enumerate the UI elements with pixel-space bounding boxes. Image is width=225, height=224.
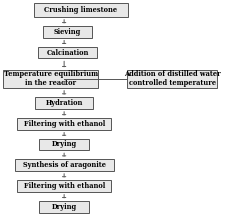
Text: Addition of distilled water
controlled temperature: Addition of distilled water controlled t…: [124, 70, 220, 87]
Text: Filtering with ethanol: Filtering with ethanol: [23, 120, 105, 128]
FancyBboxPatch shape: [34, 3, 128, 17]
Text: Crushing limestone: Crushing limestone: [45, 6, 117, 14]
FancyBboxPatch shape: [35, 97, 93, 109]
Text: Drying: Drying: [52, 203, 77, 211]
FancyBboxPatch shape: [15, 159, 114, 171]
Text: Calcination: Calcination: [46, 49, 89, 57]
FancyBboxPatch shape: [17, 180, 111, 192]
FancyBboxPatch shape: [39, 139, 89, 150]
FancyBboxPatch shape: [3, 70, 98, 88]
FancyBboxPatch shape: [38, 47, 97, 58]
Text: Temperature equilibrium
in the reactor: Temperature equilibrium in the reactor: [4, 70, 98, 87]
FancyBboxPatch shape: [43, 26, 92, 38]
FancyBboxPatch shape: [39, 201, 89, 213]
FancyBboxPatch shape: [127, 70, 217, 88]
FancyBboxPatch shape: [17, 118, 111, 130]
Text: Filtering with ethanol: Filtering with ethanol: [23, 182, 105, 190]
Text: Sieving: Sieving: [54, 28, 81, 36]
Text: Hydration: Hydration: [45, 99, 83, 107]
Text: Synthesis of aragonite: Synthesis of aragonite: [23, 161, 106, 169]
Text: Drying: Drying: [52, 140, 77, 149]
